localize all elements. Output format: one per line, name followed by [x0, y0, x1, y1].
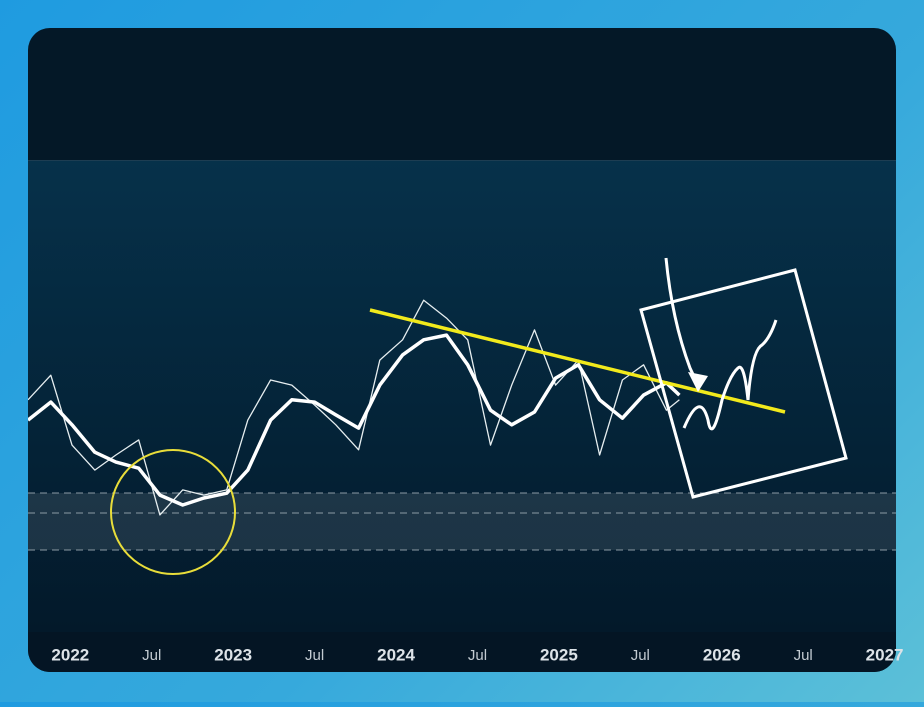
x-tick-label: 2024 — [377, 645, 415, 664]
zone — [28, 493, 896, 550]
x-tick-label: 2025 — [540, 645, 578, 664]
x-tick-label: Jul — [468, 647, 487, 664]
arrow — [664, 257, 700, 386]
arrow-head — [688, 372, 708, 392]
x-axis: 2022 Jul 2023 Jul 2024 Jul 2025 Jul 2026 Jul 2027 — [51, 645, 903, 664]
x-tick-label: Jul — [631, 647, 650, 664]
plot-bg — [28, 160, 896, 632]
box-annotation — [639, 268, 848, 499]
x-tick-label: Jul — [142, 647, 161, 664]
axis-bg — [28, 632, 896, 672]
x-tick-label: 2026 — [703, 645, 741, 664]
x-tick-label: 2022 — [51, 645, 89, 664]
circle-annotation — [110, 449, 236, 575]
x-tick-label: 2023 — [214, 645, 252, 664]
x-tick-label: 2027 — [866, 645, 904, 664]
card — [28, 28, 896, 672]
trendline — [369, 308, 786, 414]
sketch — [682, 319, 778, 431]
x-tick-label: Jul — [305, 647, 324, 664]
x-tick-label: Jul — [794, 647, 813, 664]
series-line — [28, 333, 681, 507]
